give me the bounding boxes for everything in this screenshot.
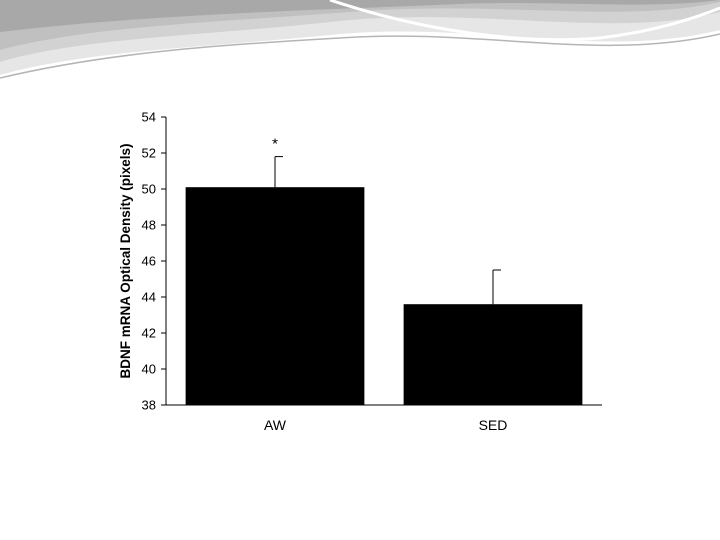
x-category-label: SED	[479, 417, 508, 431]
banner-swoosh-top	[0, 0, 720, 32]
significance-asterisk: *	[272, 136, 278, 153]
y-tick-label: 52	[142, 146, 156, 161]
y-tick-label: 48	[142, 218, 156, 233]
y-tick-label: 54	[142, 110, 156, 125]
slide-header-banner	[0, 0, 720, 79]
y-ticks: 38 40 42 44 46 48 50 52 54	[142, 110, 166, 413]
bars-layer	[185, 187, 583, 405]
y-axis-title: BDNF mRNA Optical Density (pixels)	[118, 143, 133, 378]
y-tick-label: 50	[142, 182, 156, 197]
y-tick-label: 44	[142, 290, 156, 305]
x-category-label: AW	[264, 417, 287, 431]
error-bars-layer	[274, 156, 501, 305]
banner-highlight-line	[329, 0, 720, 42]
banner-edge-line	[0, 33, 720, 79]
y-tick-label: 38	[142, 398, 156, 413]
bar-sed	[403, 304, 583, 405]
y-tick-label: 42	[142, 326, 156, 341]
annotations: *	[272, 136, 278, 153]
y-tick-label: 40	[142, 362, 156, 377]
x-category-labels: AW SED	[264, 417, 507, 431]
chart-panel: 38 40 42 44 46 48 50 52 54 AW SED * BDNF mRNA Opt…	[116, 109, 604, 431]
bar-chart: 38 40 42 44 46 48 50 52 54 AW SED * BDNF mRNA Opt…	[118, 110, 602, 431]
bar-aw	[185, 187, 365, 405]
y-tick-label: 46	[142, 254, 156, 269]
